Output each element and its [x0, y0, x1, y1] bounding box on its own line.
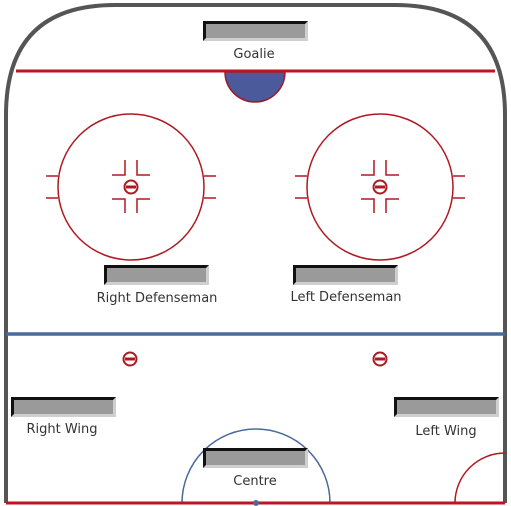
far-circle-edge [454, 452, 506, 504]
centre-circle [181, 428, 331, 504]
right-defenseman-slot[interactable] [104, 265, 209, 285]
rink-boards [3, 3, 507, 503]
right-defenseman-label: Right Defenseman [96, 291, 218, 306]
goalie-label: Goalie [233, 47, 275, 62]
neutral-faceoff-dot-right [372, 351, 388, 367]
centre-faceoff-dot [253, 500, 259, 506]
left-wing-label: Left Wing [415, 424, 477, 439]
goal-crease [224, 71, 286, 103]
left-defenseman-slot[interactable] [293, 265, 398, 285]
right-wing-label: Right Wing [26, 422, 98, 437]
centre-label: Centre [233, 474, 277, 489]
neutral-faceoff-dot-left [122, 351, 138, 367]
right-wing-slot[interactable] [11, 397, 116, 417]
faceoff-circle-right [295, 113, 465, 261]
centre-slot[interactable] [203, 448, 308, 468]
left-wing-slot[interactable] [394, 397, 499, 417]
faceoff-circle-left [46, 113, 216, 261]
goalie-slot[interactable] [203, 21, 308, 41]
left-defenseman-label: Left Defenseman [290, 290, 402, 305]
